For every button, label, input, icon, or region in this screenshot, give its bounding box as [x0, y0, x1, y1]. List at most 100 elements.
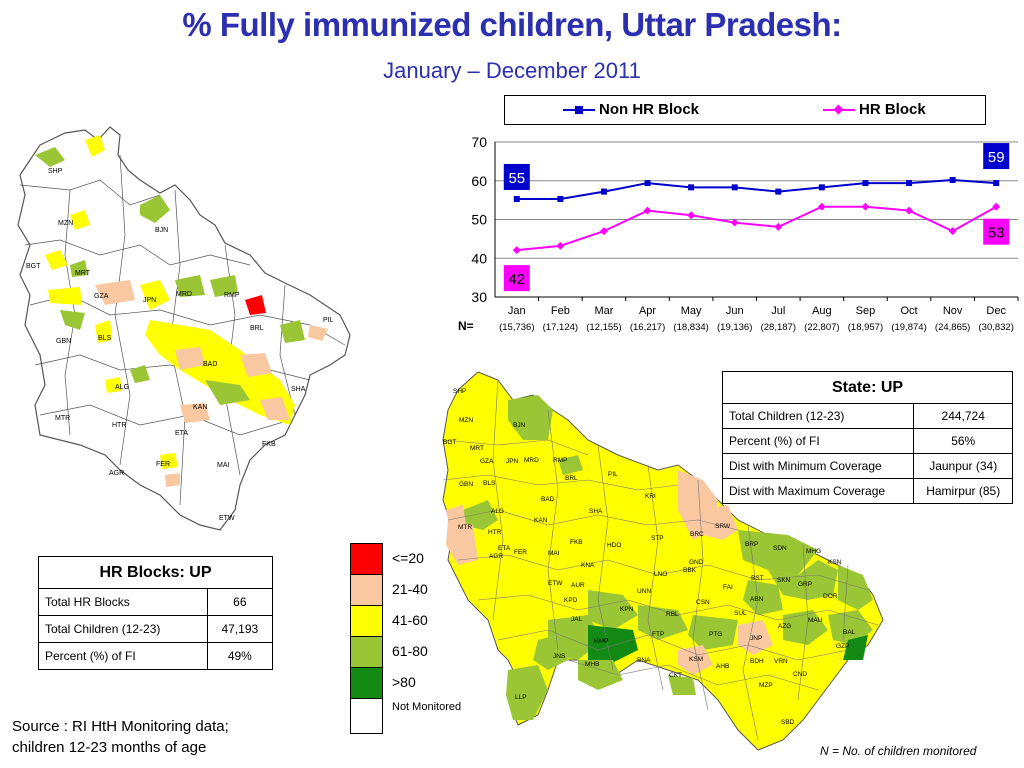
- district-label: GBN: [56, 338, 71, 345]
- legend-marker-diamond: [833, 104, 844, 114]
- district-label: GZA: [94, 293, 109, 300]
- x-tick-label: Jun: [726, 305, 744, 317]
- scale-swatch: [350, 543, 383, 574]
- district-label: AGR: [109, 470, 124, 477]
- district-label: ALG: [491, 508, 504, 515]
- scale-label: <=20: [392, 550, 424, 566]
- x-tick-label: May: [681, 305, 702, 317]
- data-point: [817, 202, 826, 211]
- district-label: JPN: [143, 297, 156, 304]
- data-point: [600, 188, 607, 195]
- district-label: HMP: [594, 638, 608, 645]
- legend-label-non-hr: Non HR Block: [599, 101, 700, 118]
- table-row: Total Children (12-23) 47,193: [38, 615, 274, 643]
- page-subtitle: January – December 2011: [383, 58, 641, 83]
- district-label: KAN: [193, 404, 207, 411]
- district-label: ETA: [498, 545, 511, 552]
- district-label: FKB: [262, 441, 276, 448]
- district-label: MZP: [759, 682, 773, 689]
- table-row: Dist with Minimum Coverage Jaunpur (34): [721, 453, 1013, 479]
- data-label: 55: [508, 170, 525, 187]
- page-title: % Fully immunized children, Uttar Prades…: [182, 6, 842, 43]
- district-label: KPN: [620, 606, 634, 613]
- x-tick-label: Apr: [639, 305, 656, 317]
- table-row: Percent (%) of FI 56%: [721, 428, 1013, 454]
- district-label: JPN: [506, 458, 519, 465]
- district-label: BRL: [565, 475, 578, 482]
- scale-item: 21-40: [350, 574, 480, 605]
- series-line: [516, 205, 997, 252]
- district-label: BGT: [26, 263, 41, 270]
- district-label: BRC: [690, 531, 704, 538]
- legend-marker-square: [575, 105, 583, 114]
- district-label: SBD: [781, 719, 795, 726]
- table-row: Dist with Maximum Coverage Hamirpur (85): [721, 478, 1013, 504]
- x-tick-label: Jul: [771, 305, 785, 317]
- district-label: BJN: [155, 227, 168, 234]
- legend-label-hr: HR Block: [859, 101, 926, 118]
- district-label: KSN: [828, 559, 842, 566]
- district-label: FKB: [570, 539, 583, 546]
- state-summary-table: State: UP Total Children (12-23) 244,724…: [721, 371, 1013, 504]
- n-value: (19,136): [717, 322, 752, 333]
- data-point: [862, 180, 869, 187]
- table-row: Total HR Blocks 66: [38, 588, 274, 616]
- data-point: [993, 180, 1000, 187]
- district-label: CKT: [669, 672, 682, 679]
- district-label: MRD: [524, 457, 539, 464]
- district-label: JNP: [750, 635, 762, 642]
- scale-label: >80: [392, 674, 416, 690]
- district-label: MTR: [55, 415, 70, 422]
- table-cell-value: Hamirpur (85): [913, 478, 1013, 504]
- district-label: GZA: [480, 458, 494, 465]
- n-value: (18,834): [673, 322, 708, 333]
- district-label: BRP: [745, 541, 758, 548]
- district-label: BRL: [250, 325, 264, 332]
- district-label: BST: [751, 575, 764, 582]
- district-label: GBN: [459, 481, 473, 488]
- table-cell-label: Total HR Blocks: [38, 588, 208, 616]
- fi-trend-line-chart: 30 40 50 60 70 Jan Feb Mar Apr May Jun Jul Aug Sep Oc…: [458, 134, 1019, 333]
- district-label: FER: [514, 549, 527, 556]
- district-label: KSM: [689, 656, 703, 663]
- district-label: BAD: [541, 496, 555, 503]
- district-label: BDH: [750, 658, 764, 665]
- data-point: [513, 195, 520, 202]
- district-label: ETW: [219, 515, 235, 522]
- district-label: SKN: [777, 577, 791, 584]
- n-value: (12,155): [586, 322, 621, 333]
- data-point: [948, 227, 957, 236]
- district-label: DOR: [823, 593, 838, 600]
- legend-line-non-hr: [563, 105, 595, 114]
- district-label: MTR: [458, 524, 472, 531]
- district-label: BJN: [513, 422, 526, 429]
- data-point: [906, 180, 913, 187]
- data-label: 59: [988, 149, 1005, 166]
- district-label: MZN: [459, 417, 473, 424]
- district-label: UNN: [637, 588, 651, 595]
- district-label: SDN: [773, 545, 787, 552]
- district-label: ALG: [115, 384, 129, 391]
- data-label: 42: [508, 271, 525, 288]
- hr-table-title: HR Blocks: UP: [38, 556, 273, 589]
- scale-label: 21-40: [392, 581, 428, 597]
- up-district-map: SHP MZN BJN BGT MRT GZA JPN MRD RMP BRL PIL GBN BLS B…: [442, 371, 884, 751]
- x-tick-label: Jan: [508, 305, 526, 317]
- district-label: STP: [651, 535, 664, 542]
- table-row: Percent (%) of FI 49%: [38, 642, 274, 670]
- chart-legend: Non HR Block HR Block: [504, 95, 986, 125]
- scale-swatch: [350, 605, 383, 636]
- table-cell-value: 66: [206, 588, 274, 616]
- table-cell-value: 244,724: [913, 403, 1013, 429]
- n-value: (24,865): [935, 322, 970, 333]
- data-label-box: [503, 265, 530, 292]
- district-label: SHA: [589, 508, 603, 515]
- data-point: [992, 202, 1001, 211]
- data-point: [644, 180, 651, 187]
- district-label: JAL: [571, 616, 583, 623]
- district-label: HDO: [607, 542, 621, 549]
- district-label: FER: [156, 461, 170, 468]
- district-label: FTP: [652, 631, 664, 638]
- scale-item: Not Monitored: [350, 698, 480, 734]
- scale-label: 61-80: [392, 643, 428, 659]
